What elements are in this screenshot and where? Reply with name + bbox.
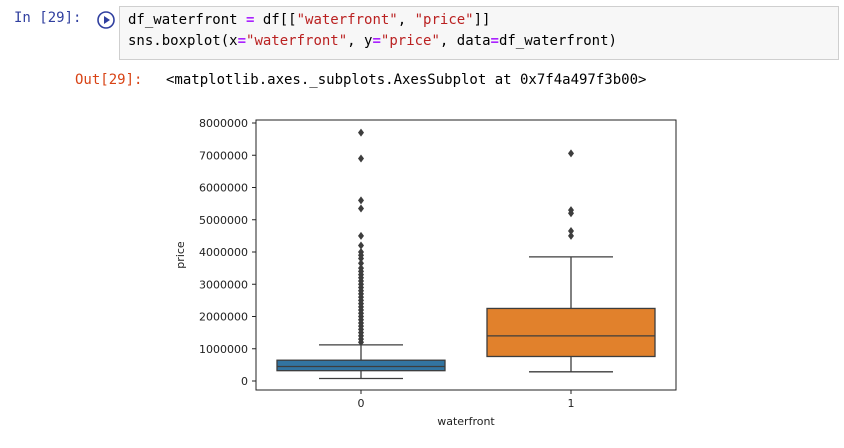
code-line: df_waterfront = df[["waterfront", "price… [128,12,490,28]
outlier-point [358,241,364,250]
code-cell[interactable]: df_waterfront = df[["waterfront", "price… [119,6,839,60]
box-iqr [486,307,656,358]
code-token: df_waterfront) [498,33,617,49]
box-iqr [276,359,446,372]
output-prompt: Out[29]: [75,72,143,88]
outlier-point [358,259,364,268]
code-token: , [397,12,415,28]
code-token: sns.boxplot(x [128,33,238,49]
outlier-point [568,231,574,240]
y-tick-label: 8000000 [199,117,248,130]
outlier-point [358,204,364,213]
y-tick-label: 6000000 [199,182,248,195]
code-token: "waterfront" [296,12,398,28]
code-token: = [237,33,247,49]
code-token: df[[ [262,12,297,28]
y-tick-label: 3000000 [199,278,248,291]
x-axis-label: waterfront [437,415,495,428]
output-text: <matplotlib.axes._subplots.AxesSubplot a… [166,72,647,88]
code-line: sns.boxplot(x="waterfront", y="price", d… [128,33,617,49]
y-tick-label: 1000000 [199,343,248,356]
outlier-point [568,209,574,218]
outlier-point [358,196,364,205]
code-token: ]] [473,12,491,28]
x-tick-label: 1 [568,397,575,410]
outlier-point [568,227,574,236]
y-tick-label: 4000000 [199,246,248,259]
y-axis-label: price [174,241,187,269]
code-token: , data [439,33,491,49]
axes-frame [255,119,677,391]
code-token: "price" [380,33,440,49]
input-prompt: In [29]: [14,10,82,26]
y-tick-label: 5000000 [199,214,248,227]
code-token: , y [347,33,373,49]
code-token: = [490,33,499,49]
code-token: = [372,33,381,49]
outlier-point [358,254,364,263]
code-token: "waterfront" [246,33,348,49]
boxplot-chart: 0 1000000 2000000 3000000 4000000 5000000 6000… [174,117,677,428]
y-tick-label: 7000000 [199,149,248,162]
outlier-point [358,128,364,137]
code-token: "price" [414,12,474,28]
outlier-point [358,338,364,347]
x-tick-label: 0 [358,397,365,410]
code-token: = [237,12,263,28]
y-tick-label: 2000000 [199,311,248,324]
outlier-point [358,154,364,163]
outlier-point [358,231,364,240]
y-tick-label: 0 [241,375,248,388]
code-token: df_waterfront [128,12,238,28]
outlier-point [568,149,574,158]
play-circle-icon[interactable] [97,11,115,29]
